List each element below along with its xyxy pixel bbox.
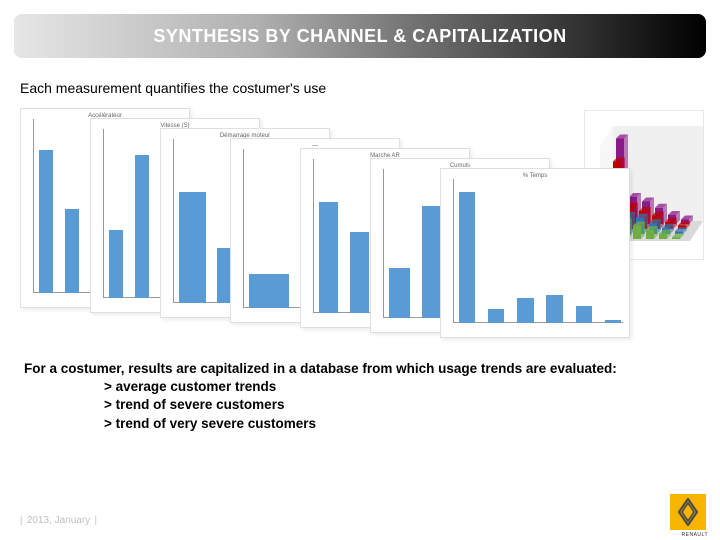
mini-charts-stack: AccélérateurVitesse (S)Démarrage moteur—… <box>20 108 580 338</box>
body-bullet: > average customer trends <box>104 378 696 396</box>
body-text: For a costumer, results are capitalized … <box>24 360 696 433</box>
chart-bar <box>605 320 621 323</box>
chart-bar <box>249 274 289 308</box>
chart-bar <box>576 306 592 323</box>
title-bar: SYNTHESIS BY CHANNEL & CAPITALIZATION <box>14 14 706 58</box>
chart-bar <box>389 268 410 318</box>
brand-name: RENAULT <box>682 532 708 538</box>
chart-bar <box>135 155 149 298</box>
chart-bar <box>546 295 562 323</box>
body-bullet: > trend of severe customers <box>104 396 696 414</box>
chart-bar <box>517 298 533 323</box>
chart-bar <box>319 202 338 313</box>
mini-chart: % Temps <box>440 168 630 338</box>
page-title: SYNTHESIS BY CHANNEL & CAPITALIZATION <box>153 26 566 47</box>
chart-bar <box>350 232 369 313</box>
chart-bar <box>179 192 206 303</box>
chart-bar <box>65 209 79 293</box>
footer-date-text: 2013, January <box>27 515 90 526</box>
body-line1: For a costumer, results are capitalized … <box>24 360 696 378</box>
chart-bar <box>39 150 53 293</box>
chart-bar <box>109 230 123 298</box>
chart-bar <box>488 309 504 323</box>
mini-chart-title: % Temps <box>441 173 629 179</box>
body-bullet: > trend of very severe customers <box>104 415 696 433</box>
footer-date: |2013, January| <box>16 515 101 526</box>
subtitle-text: Each measurement quantifies the costumer… <box>20 80 326 96</box>
brand-logo <box>670 494 706 530</box>
chart-bar <box>459 192 475 323</box>
